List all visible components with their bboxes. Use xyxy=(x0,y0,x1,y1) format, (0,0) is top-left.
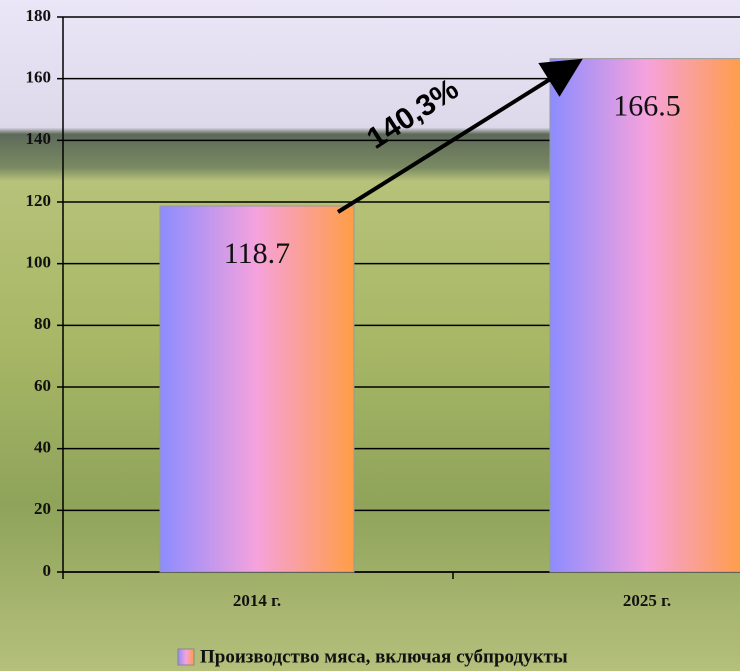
bar xyxy=(549,58,740,573)
legend-swatch xyxy=(177,648,195,666)
x-tick-label: 2025 г. xyxy=(623,591,671,610)
bar xyxy=(159,205,355,573)
value-label: 166.5 xyxy=(613,90,681,123)
y-tick-label: 140 xyxy=(26,129,52,148)
y-tick-label: 120 xyxy=(26,191,52,210)
legend-label: Производство мяса, включая субпродукты xyxy=(200,646,568,667)
y-tick-label: 40 xyxy=(34,438,51,457)
value-label: 118.7 xyxy=(224,237,290,270)
y-tick-label: 160 xyxy=(26,68,52,87)
y-tick-label: 60 xyxy=(34,376,51,395)
y-tick-label: 80 xyxy=(34,314,51,333)
y-tick-label: 0 xyxy=(43,561,52,580)
y-tick-label: 180 xyxy=(26,6,52,25)
x-tick-label: 2014 г. xyxy=(233,591,281,610)
y-tick-label: 20 xyxy=(34,499,51,518)
y-tick-label: 100 xyxy=(26,253,52,272)
arrow xyxy=(336,58,583,214)
